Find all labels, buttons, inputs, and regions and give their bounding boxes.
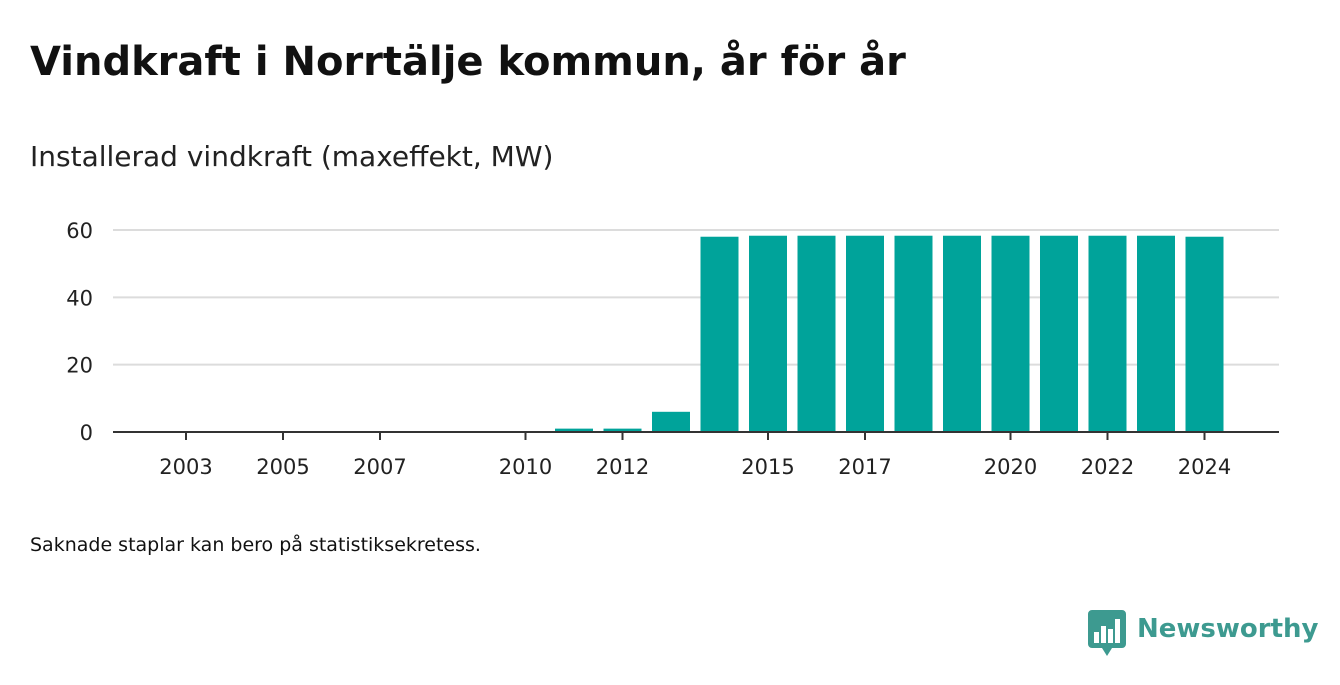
bar-2012 (603, 428, 642, 432)
bars (555, 235, 1224, 432)
bar-2018 (894, 235, 933, 432)
bar-2017 (846, 235, 884, 432)
y-axis-ticks: 0 20 40 60 (66, 219, 93, 445)
y-tick-label-40: 40 (66, 286, 93, 310)
x-tick-label-2010: 2010 (499, 455, 552, 479)
x-tick-label-2007: 2007 (353, 455, 406, 479)
bar-2011 (555, 428, 593, 432)
x-axis-ticks: 2003 2005 2007 2010 2012 2015 2017 2020 2022 2024 (159, 432, 1231, 479)
bar-2024 (1185, 236, 1224, 432)
bar-2023 (1137, 235, 1175, 432)
footnote: Saknade staplar kan bero på statistiksek… (30, 534, 481, 556)
x-tick-label-2022: 2022 (1081, 455, 1134, 479)
bar-2022 (1088, 235, 1127, 432)
x-tick-label-2005: 2005 (256, 455, 309, 479)
bar-2015 (749, 235, 787, 432)
bar-2014 (700, 236, 739, 432)
gridlines (113, 229, 1279, 366)
bar-2020 (991, 235, 1030, 432)
bar-2013 (652, 411, 690, 432)
x-tick-label-2017: 2017 (838, 455, 891, 479)
x-tick-label-2015: 2015 (741, 455, 794, 479)
bar-2021 (1040, 235, 1078, 432)
newsworthy-logo: Newsworthy (1088, 610, 1318, 656)
bar-chart-speech-bubble-icon (1088, 610, 1126, 656)
brand-name: Newsworthy (1137, 614, 1319, 644)
bar-2019 (943, 235, 981, 432)
y-tick-label-60: 60 (66, 219, 93, 243)
x-tick-label-2003: 2003 (159, 455, 212, 479)
x-tick-label-2020: 2020 (984, 455, 1037, 479)
bar-2016 (797, 235, 836, 432)
chart-title: Vindkraft i Norrtälje kommun, år för år (30, 39, 906, 85)
x-tick-label-2024: 2024 (1178, 455, 1231, 479)
bar-chart: 0 20 40 60 2003 2005 2007 2010 2012 2015 2017 2020… (66, 219, 1279, 479)
x-tick-label-2012: 2012 (596, 455, 649, 479)
y-tick-label-20: 20 (66, 354, 93, 378)
y-tick-label-0: 0 (80, 421, 93, 445)
chart-subtitle: Installerad vindkraft (maxeffekt, MW) (30, 140, 554, 173)
